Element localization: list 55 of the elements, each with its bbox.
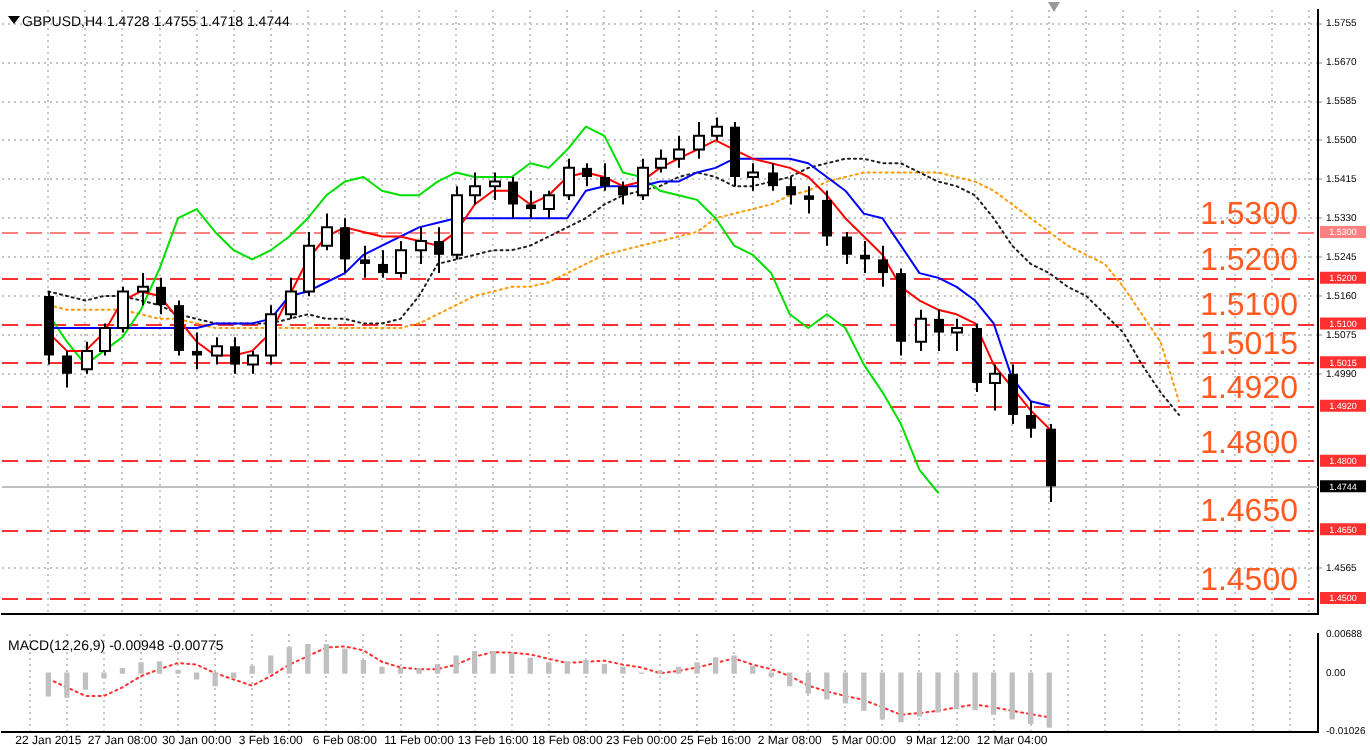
bar: [1009, 672, 1015, 720]
bar: [119, 667, 126, 674]
bar: [1046, 672, 1052, 728]
bar: [712, 657, 719, 674]
candlestick: [804, 185, 814, 215]
ref-line-label: 1.5100: [1200, 289, 1299, 324]
bar: [824, 672, 830, 700]
candlestick: [62, 349, 72, 389]
bar: [564, 661, 570, 674]
candlestick: [582, 162, 592, 188]
bar: [416, 667, 422, 674]
candlestick: [340, 217, 350, 275]
bar: [268, 655, 274, 674]
candlestick: [434, 226, 444, 275]
bar: [935, 672, 941, 713]
ref-line-label: 1.4920: [1200, 371, 1299, 406]
ref-line-label: 1.5300: [1200, 197, 1299, 232]
bar: [675, 666, 682, 674]
candlestick: [618, 180, 628, 206]
bar: [490, 650, 496, 674]
ref-line-label: 1.5200: [1200, 243, 1299, 278]
bar: [972, 672, 978, 711]
bar: [601, 663, 608, 674]
bar: [342, 648, 348, 674]
ref-line-label: 1.4500: [1200, 563, 1299, 598]
bar: [527, 657, 533, 674]
candlestick: [878, 244, 888, 288]
candlestick: [360, 244, 370, 279]
candlestick: [768, 162, 778, 192]
bar: [898, 672, 904, 723]
bar: [193, 672, 200, 680]
candlestick: [1026, 400, 1036, 439]
candlestick: [786, 176, 796, 206]
candlestick: [600, 162, 610, 192]
candlestick: [508, 176, 518, 220]
ref-line-label: 1.5015: [1200, 328, 1299, 363]
bar: [82, 672, 89, 690]
candlestick: [934, 308, 944, 352]
candlestick: [1008, 363, 1018, 426]
ref-line-label: 1.4650: [1200, 495, 1299, 530]
bar: [453, 655, 459, 674]
candlestick: [378, 249, 388, 279]
candlestick: [526, 189, 536, 220]
candlestick: [174, 299, 184, 357]
candlestick: [156, 276, 166, 316]
bar: [305, 644, 311, 674]
bar: [156, 661, 163, 674]
bar: [45, 672, 51, 697]
candlestick: [230, 336, 240, 375]
bar: [750, 665, 756, 674]
bar: [861, 672, 867, 711]
candlestick: [842, 230, 852, 265]
candlestick: [822, 189, 832, 247]
ref-line-label: 1.4800: [1200, 426, 1299, 461]
bar: [379, 666, 385, 674]
